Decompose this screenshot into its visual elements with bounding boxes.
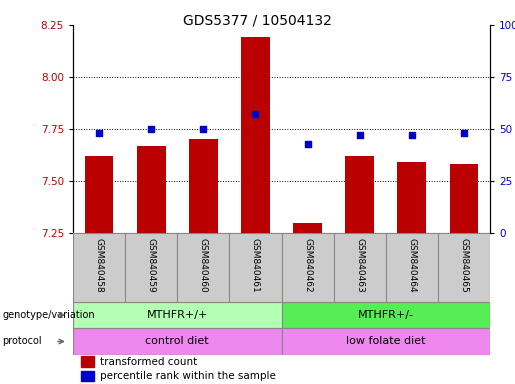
Bar — [282, 302, 490, 328]
Point — [355, 132, 364, 138]
Bar — [229, 233, 282, 302]
Bar — [189, 139, 218, 233]
Bar — [177, 233, 229, 302]
Text: GSM840461: GSM840461 — [251, 238, 260, 293]
Bar — [137, 146, 165, 233]
Text: MTHFR+/+: MTHFR+/+ — [147, 310, 208, 320]
Text: MTHFR+/-: MTHFR+/- — [358, 310, 414, 320]
Bar — [73, 302, 282, 328]
Text: low folate diet: low folate diet — [346, 336, 425, 346]
Point — [199, 126, 208, 132]
Bar — [241, 38, 270, 233]
Bar — [81, 356, 94, 367]
Bar — [81, 371, 94, 381]
Text: GSM840462: GSM840462 — [303, 238, 312, 293]
Bar — [293, 223, 322, 233]
Text: percentile rank within the sample: percentile rank within the sample — [100, 371, 276, 381]
Bar — [73, 233, 125, 302]
Text: genotype/variation: genotype/variation — [3, 310, 95, 320]
Text: GSM840460: GSM840460 — [199, 238, 208, 293]
Text: GSM840465: GSM840465 — [459, 238, 469, 293]
Text: GDS5377 / 10504132: GDS5377 / 10504132 — [183, 14, 332, 28]
Bar — [282, 233, 334, 302]
Point — [460, 130, 468, 136]
Bar — [85, 156, 113, 233]
Text: GSM840458: GSM840458 — [95, 238, 104, 293]
Text: GSM840459: GSM840459 — [147, 238, 156, 293]
Text: control diet: control diet — [145, 336, 209, 346]
Bar — [334, 233, 386, 302]
Bar — [125, 233, 177, 302]
Bar — [438, 233, 490, 302]
Bar — [346, 156, 374, 233]
Text: GSM840464: GSM840464 — [407, 238, 416, 293]
Point — [95, 130, 103, 136]
Bar — [73, 328, 282, 355]
Text: GSM840463: GSM840463 — [355, 238, 364, 293]
Text: transformed count: transformed count — [100, 356, 197, 366]
Bar — [282, 328, 490, 355]
Point — [251, 111, 260, 118]
Point — [408, 132, 416, 138]
Bar — [450, 164, 478, 233]
Point — [147, 126, 156, 132]
Point — [303, 141, 312, 147]
Text: protocol: protocol — [3, 336, 42, 346]
Bar — [386, 233, 438, 302]
Bar — [398, 162, 426, 233]
